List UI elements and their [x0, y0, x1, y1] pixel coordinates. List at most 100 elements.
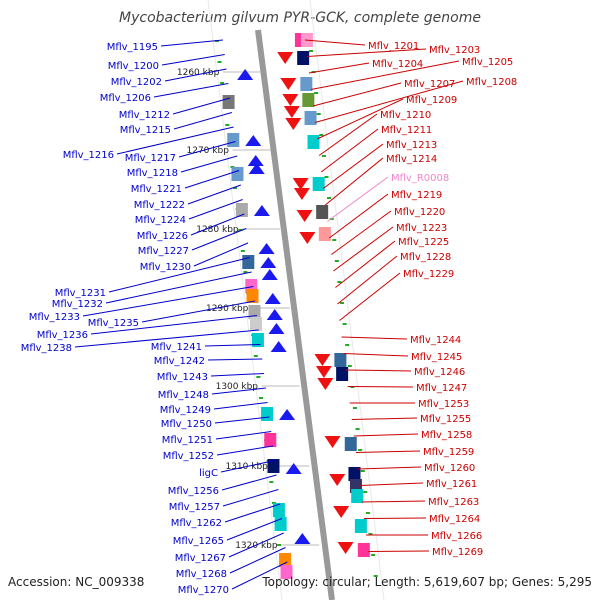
leader-line-left [191, 228, 247, 251]
leader-line-left [184, 170, 240, 189]
leader-line-left [172, 97, 231, 115]
leader-line-left [221, 474, 277, 491]
leader-line-left [180, 155, 238, 173]
leader-line-right [306, 48, 427, 57]
gene-label-right: Mflv_1203 [429, 45, 480, 56]
gene-label-left: Mflv_1206 [100, 93, 151, 104]
tick-mark [240, 250, 245, 252]
gene-label-left: Mflv_1212 [119, 110, 170, 121]
leader-line-right [359, 482, 424, 486]
tick-mark [347, 365, 352, 367]
leader-line-right [363, 517, 427, 519]
gene-arrow-forward [277, 52, 294, 64]
leader-line-right [357, 466, 422, 470]
gene-block [351, 489, 364, 503]
leader-line-left [231, 561, 288, 590]
gene-label-right: Mflv_1266 [431, 531, 482, 542]
tick-mark [363, 491, 368, 493]
leader-line-right [310, 60, 460, 90]
gene-label-right: Mflv_1207 [404, 79, 455, 90]
leader-line-left [204, 344, 261, 347]
gene-label-right: Mflv_1204 [372, 59, 423, 70]
tick-mark [345, 344, 350, 346]
gene-label-left: Mflv_1217 [125, 153, 176, 164]
gene-arrow-reverse [294, 533, 311, 544]
gene-label-right: Mflv_1246 [414, 367, 465, 378]
gene-block [300, 77, 313, 91]
gene-arrow-forward [299, 232, 316, 244]
gene-label-left: Mflv_1257 [169, 502, 220, 513]
tick-mark [220, 82, 225, 84]
tick-mark [358, 449, 363, 451]
tick-mark [337, 281, 342, 283]
gene-block [267, 459, 280, 473]
gene-block [357, 543, 370, 557]
tick-mark [314, 92, 319, 94]
leader-line-right [318, 113, 378, 156]
gene-block [279, 553, 292, 567]
gene-label-left: Mflv_1248 [158, 390, 209, 401]
kbp-label: 1320 kbp [235, 541, 278, 551]
gene-label-left: Mflv_1242 [154, 356, 205, 367]
gene-arrow-reverse [253, 205, 270, 216]
genome-info-text: Topology: circular; Length: 5,619,607 bp… [262, 575, 592, 589]
leader-line-left [173, 112, 233, 130]
gene-label-right: Mflv_1260 [424, 463, 475, 474]
leader-line-left [226, 518, 283, 541]
leader-line-left [229, 547, 286, 574]
tick-mark [329, 218, 334, 220]
gene-block [249, 317, 262, 331]
kbp-label: 1290 kbp [206, 304, 249, 314]
leader-line-right [351, 417, 418, 420]
gene-block [235, 203, 248, 217]
gene-block [354, 519, 367, 533]
gene-label-right: Mflv_1225 [398, 237, 449, 248]
leader-line-right [316, 98, 404, 140]
gene-arrow-forward [285, 118, 302, 130]
gene-label-left: Mflv_1216 [63, 150, 114, 161]
leader-line-right [314, 80, 464, 123]
tick-mark [360, 470, 365, 472]
leader-line-right [368, 550, 430, 552]
leader-line-right [327, 176, 389, 222]
gene-block [261, 407, 274, 421]
gene-arrow-reverse [248, 163, 265, 174]
leader-line-left [222, 489, 279, 507]
tick-mark [225, 124, 230, 126]
gene-label-left: Mflv_1230 [140, 262, 191, 273]
gene-label-left: Mflv_1226 [137, 231, 188, 242]
gene-label-left: Mflv_1241 [151, 342, 202, 353]
gene-arrow-reverse [258, 243, 275, 254]
tick-mark [355, 428, 360, 430]
gene-block [316, 205, 329, 219]
leader-line-left [82, 286, 254, 317]
tick-mark [233, 187, 238, 189]
leader-line-left [193, 242, 249, 267]
gene-block [264, 433, 277, 447]
leader-line-left [214, 416, 270, 424]
kbp-label: 1310 kbp [225, 462, 268, 472]
gene-label-left: Mflv_1249 [160, 405, 211, 416]
gene-label-left: Mflv_1251 [162, 435, 213, 446]
gene-block [251, 333, 264, 347]
gene-arrow-reverse [237, 69, 254, 80]
kbp-label: 1300 kbp [216, 382, 259, 392]
tick-mark [352, 407, 357, 409]
gene-label-left: Mflv_1215 [120, 125, 171, 136]
leader-line-right [345, 369, 412, 372]
gene-label-left: Mflv_1268 [176, 569, 227, 580]
gene-label-left: Mflv_1224 [135, 215, 186, 226]
gene-label-right: Mflv_1228 [400, 252, 451, 263]
gene-block [297, 51, 310, 65]
gene-label-left: Mflv_1252 [163, 451, 214, 462]
gene-arrow-forward [317, 378, 334, 390]
leader-line-right [304, 39, 366, 46]
tick-mark [316, 113, 321, 115]
gene-arrow-reverse [266, 309, 283, 320]
gene-label-right: Mflv_1201 [368, 41, 419, 52]
gene-label-left: ligC [199, 468, 218, 479]
gene-arrow-forward [324, 436, 341, 448]
leader-line-left [190, 213, 245, 236]
gene-label-right: Mflv_1245 [411, 352, 462, 363]
